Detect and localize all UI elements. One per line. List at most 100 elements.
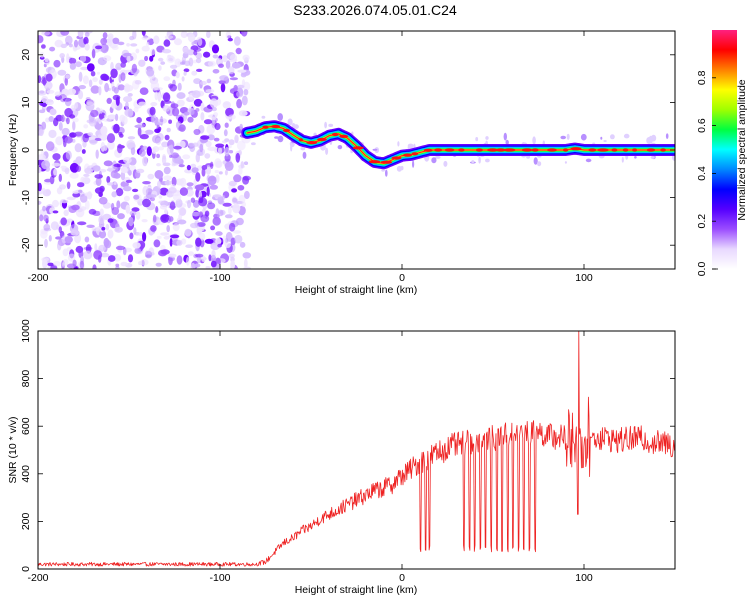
noise-blob bbox=[62, 248, 69, 257]
x-tick-label: -100 bbox=[209, 572, 230, 584]
noise-blob bbox=[241, 95, 248, 106]
noise-blob bbox=[106, 133, 116, 144]
track-peak bbox=[306, 141, 318, 145]
noise-blob bbox=[88, 79, 93, 88]
track-peak bbox=[434, 148, 443, 152]
x-tick-label: 0 bbox=[399, 272, 405, 284]
noise-blob bbox=[215, 143, 225, 148]
noise-blob bbox=[111, 102, 116, 109]
noise-blob bbox=[168, 253, 177, 258]
noise-blob bbox=[139, 134, 149, 140]
noise-blob bbox=[52, 210, 59, 214]
noise-blob bbox=[176, 99, 185, 107]
noise-blob bbox=[127, 108, 134, 118]
noise-blob bbox=[132, 242, 141, 249]
noise-blob bbox=[98, 112, 106, 119]
noise-blob bbox=[200, 112, 205, 121]
noise-blob bbox=[102, 32, 108, 39]
noise-blob bbox=[135, 48, 140, 54]
noise-blob bbox=[168, 216, 174, 222]
colorbar-tick-label: 0.4 bbox=[696, 166, 708, 181]
noise-blob bbox=[75, 61, 82, 68]
noise-blob bbox=[63, 209, 69, 217]
noise-blob bbox=[133, 194, 140, 200]
noise-blob bbox=[225, 31, 231, 40]
noise-blob bbox=[117, 145, 125, 149]
noise-blob bbox=[164, 180, 172, 186]
track-peak bbox=[597, 148, 609, 152]
track-peak bbox=[444, 148, 455, 152]
noise-blob bbox=[176, 255, 183, 265]
noise-blob bbox=[86, 224, 95, 228]
noise-blob bbox=[66, 218, 73, 223]
noise-blob bbox=[179, 140, 186, 148]
noise-blob bbox=[48, 129, 57, 139]
noise-blob bbox=[212, 69, 220, 74]
noise-blob bbox=[123, 185, 132, 192]
noise-blob bbox=[129, 210, 137, 216]
noise-blob bbox=[162, 162, 171, 167]
noise-blob bbox=[166, 127, 171, 133]
noise-blob bbox=[94, 243, 98, 252]
noise-blob bbox=[239, 123, 243, 130]
noise-blob bbox=[203, 106, 213, 113]
noise-blob bbox=[125, 179, 133, 183]
noise-blob bbox=[178, 124, 186, 132]
noise-blob bbox=[128, 216, 134, 227]
signal-speck bbox=[532, 136, 536, 145]
noise-blob bbox=[218, 209, 224, 217]
noise-blob bbox=[58, 226, 62, 234]
noise-blob bbox=[113, 87, 119, 94]
noise-blob bbox=[142, 156, 148, 167]
noise-blob bbox=[120, 171, 126, 181]
noise-blob bbox=[164, 209, 168, 214]
noise-blob bbox=[127, 93, 133, 97]
noise-blob bbox=[93, 250, 103, 260]
noise-blob bbox=[77, 31, 84, 38]
noise-blob bbox=[211, 107, 217, 112]
noise-blob bbox=[38, 200, 42, 205]
noise-blob bbox=[79, 260, 85, 269]
noise-blob bbox=[64, 97, 72, 107]
noise-blob bbox=[176, 92, 186, 99]
noise-blob bbox=[120, 261, 128, 267]
noise-blob bbox=[83, 173, 90, 177]
noise-blob bbox=[191, 167, 199, 173]
noise-blob bbox=[69, 114, 76, 119]
colorbar-label: Normalized spectral amplitude bbox=[736, 79, 748, 220]
track-peak bbox=[331, 132, 339, 137]
noise-blob bbox=[237, 185, 245, 191]
signal-speck bbox=[478, 156, 481, 164]
colorbar: 0.0 0.2 0.4 0.6 0.8 Normalized spectral ampl… bbox=[696, 30, 748, 276]
noise-blob bbox=[191, 211, 201, 217]
noise-blob bbox=[60, 199, 69, 204]
noise-blob bbox=[104, 82, 109, 93]
noise-blob bbox=[207, 202, 216, 210]
noise-blob bbox=[117, 41, 125, 46]
noise-blob bbox=[90, 85, 100, 94]
noise-blob bbox=[127, 136, 136, 140]
signal-speck bbox=[251, 142, 256, 146]
noise-blob bbox=[224, 161, 234, 171]
noise-blob bbox=[154, 128, 161, 134]
noise-blob bbox=[198, 196, 204, 204]
noise-blob bbox=[120, 166, 128, 174]
noise-blob bbox=[169, 154, 173, 158]
noise-blob bbox=[222, 235, 227, 245]
signal-speck bbox=[621, 156, 624, 163]
noise-blob bbox=[141, 36, 151, 41]
noise-blob bbox=[141, 31, 146, 36]
noise-blob bbox=[125, 204, 131, 214]
noise-blob bbox=[113, 123, 120, 134]
noise-blob bbox=[132, 31, 137, 40]
noise-blob bbox=[133, 227, 137, 235]
noise-blob bbox=[150, 197, 155, 202]
noise-blob bbox=[172, 107, 180, 117]
noise-blob bbox=[199, 143, 204, 153]
signal-speck bbox=[385, 169, 388, 177]
noise-blob bbox=[241, 31, 248, 37]
noise-blob bbox=[144, 55, 149, 62]
noise-blob bbox=[64, 167, 70, 175]
noise-blob bbox=[183, 68, 190, 73]
noise-blob bbox=[176, 239, 183, 246]
